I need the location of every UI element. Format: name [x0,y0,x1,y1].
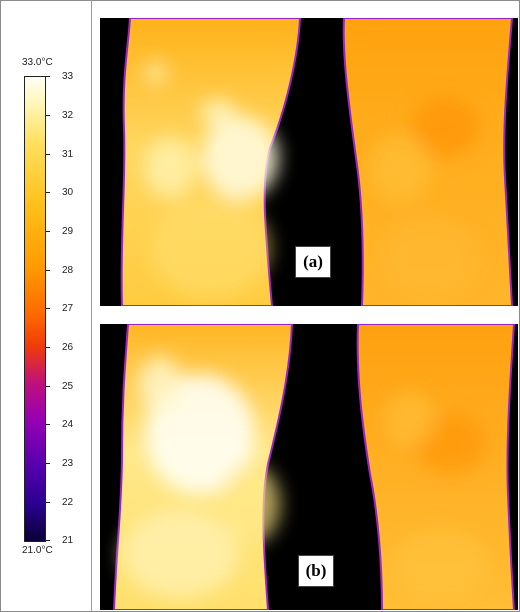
scale-tick-label: 30 [62,187,74,198]
scale-tick-label: 22 [62,497,74,508]
scale-tick: 26 [46,342,86,354]
scale-divider [91,0,92,612]
scale-tick-label: 26 [62,342,74,353]
scale-tick: 24 [46,419,86,431]
scale-tick-label: 32 [62,110,74,121]
scale-tick-label: 28 [62,265,74,276]
scale-tick-label: 27 [62,303,74,314]
scale-tick: 21 [46,535,86,547]
scale-tick: 28 [46,265,86,277]
scale-tick: 31 [46,149,86,161]
scale-tick-label: 33 [62,71,74,82]
temperature-color-bar [24,76,46,542]
scale-tick: 25 [46,381,86,393]
panel-label-a: (a) [295,246,331,278]
scale-tick: 22 [46,497,86,509]
scale-ticks: 33 32 31 30 29 28 27 26 25 24 23 22 21 [46,71,86,546]
scale-tick-label: 24 [62,419,74,430]
panel-gap [100,306,518,324]
scale-tick-label: 29 [62,226,74,237]
thermal-image-b [100,324,518,610]
scale-tick: 32 [46,110,86,122]
scale-tick-label: 25 [62,381,74,392]
scale-min-label: 21.0°C [22,545,53,556]
scale-max-label: 33.0°C [22,57,53,68]
scale-tick-label: 31 [62,149,74,160]
panel-label-b: (b) [298,555,334,587]
scale-tick: 27 [46,303,86,315]
scale-tick: 29 [46,226,86,238]
scale-tick: 30 [46,187,86,199]
scale-tick: 23 [46,458,86,470]
scale-tick: 33 [46,71,86,83]
scale-tick-label: 21 [62,535,74,546]
scale-tick-label: 23 [62,458,74,469]
